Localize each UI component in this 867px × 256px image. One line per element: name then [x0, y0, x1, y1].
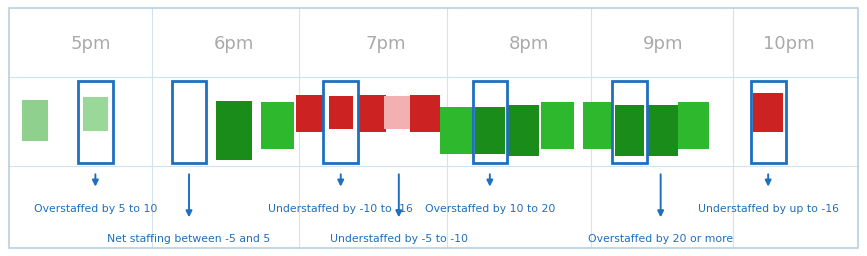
Bar [751, 81, 786, 163]
Text: Overstaffed by 20 or more: Overstaffed by 20 or more [588, 234, 733, 244]
Bar [261, 102, 294, 149]
Text: 7pm: 7pm [366, 35, 406, 52]
Text: Overstaffed by 5 to 10: Overstaffed by 5 to 10 [34, 204, 157, 214]
Bar [329, 96, 353, 129]
Bar [384, 96, 414, 129]
Bar [410, 95, 440, 133]
Text: 8pm: 8pm [509, 35, 549, 52]
Bar [78, 81, 113, 163]
Bar [643, 105, 678, 156]
Bar [83, 97, 108, 131]
Bar [473, 81, 507, 163]
Text: 9pm: 9pm [643, 35, 683, 52]
Bar [541, 102, 574, 149]
Text: Understaffed by -5 to -10: Understaffed by -5 to -10 [329, 234, 468, 244]
Bar [22, 100, 48, 141]
Bar [583, 102, 616, 149]
Text: Overstaffed by 10 to 20: Overstaffed by 10 to 20 [425, 204, 555, 214]
Text: 10pm: 10pm [763, 35, 815, 52]
Bar [356, 95, 386, 133]
Bar [475, 107, 505, 154]
Bar [440, 107, 473, 154]
Bar [678, 102, 709, 149]
Bar [323, 81, 358, 163]
Bar [612, 81, 647, 163]
Bar [505, 105, 539, 156]
Text: Understaffed by -10 to -16: Understaffed by -10 to -16 [268, 204, 414, 214]
Bar [216, 101, 252, 160]
Bar [753, 93, 783, 133]
Text: Understaffed by up to -16: Understaffed by up to -16 [698, 204, 838, 214]
Bar [615, 105, 644, 156]
Text: 5pm: 5pm [71, 35, 111, 52]
Bar [296, 95, 325, 133]
Text: 6pm: 6pm [214, 35, 254, 52]
Bar [172, 81, 206, 163]
Text: Net staffing between -5 and 5: Net staffing between -5 and 5 [108, 234, 271, 244]
